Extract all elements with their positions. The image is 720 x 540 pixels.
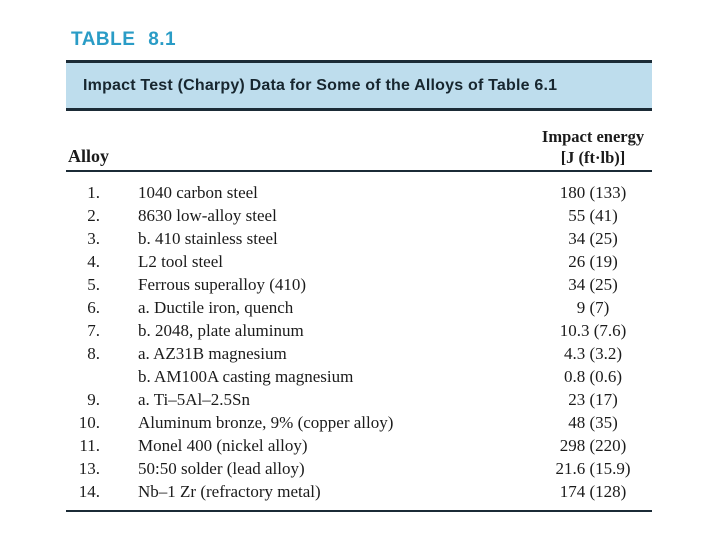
table-row: 11. Monel 400 (nickel alloy) 298 (220) <box>66 434 652 457</box>
table-row: 2. 8630 low-alloy steel 55 (41) <box>66 204 652 227</box>
alloy-name: 50:50 solder (lead alloy) <box>138 459 305 478</box>
impact-value: 55 (41) <box>568 206 618 225</box>
table-label: TABLE 8.1 <box>71 29 177 50</box>
column-header-impact-line1: Impact energy <box>541 127 645 146</box>
alloy-name: Ferrous superalloy (410) <box>138 275 307 294</box>
impact-value: 9 (7) <box>576 298 610 317</box>
table-row: 9. a. Ti–5Al–2.5Sn 23 (17) <box>66 388 652 411</box>
table-row: 1. 1040 carbon steel 180 (133) <box>66 181 652 204</box>
row-number: 8. <box>87 344 100 363</box>
column-header-impact: Impact energy [J (ft·lb)] <box>523 126 663 168</box>
row-number: 2. <box>87 206 100 225</box>
row-number: 13. <box>78 459 100 478</box>
table-caption-band: Impact Test (Charpy) Data for Some of th… <box>66 60 652 111</box>
table-row: 13. 50:50 solder (lead alloy) 21.6 (15.9… <box>66 457 652 480</box>
impact-value: 298 (220) <box>559 436 627 455</box>
alloy-name: a. Ti–5Al–2.5Sn <box>138 390 250 409</box>
alloy-name: b. 2048, plate aluminum <box>138 321 304 340</box>
alloy-name: Nb–1 Zr (refractory metal) <box>138 482 321 501</box>
alloy-name: a. Ductile iron, quench <box>138 298 294 317</box>
impact-value: 180 (133) <box>559 183 627 202</box>
impact-value: 0.8 (0.6) <box>563 367 623 386</box>
impact-value: 4.3 (3.2) <box>563 344 623 363</box>
table-row: 5. Ferrous superalloy (410) 34 (25) <box>66 273 652 296</box>
row-number: 5. <box>87 275 100 294</box>
impact-value: 26 (19) <box>568 252 618 271</box>
row-number: 4. <box>87 252 100 271</box>
impact-value: 174 (128) <box>559 482 627 501</box>
impact-value: 34 (25) <box>568 229 618 248</box>
alloy-name: L2 tool steel <box>138 252 223 271</box>
row-number: 1. <box>87 183 100 202</box>
row-number: 3. <box>87 229 100 248</box>
row-number: 6. <box>87 298 100 317</box>
alloy-name: Aluminum bronze, 9% (copper alloy) <box>138 413 394 432</box>
impact-value: 34 (25) <box>568 275 618 294</box>
table-row: 8. a. AZ31B magnesium 4.3 (3.2) <box>66 342 652 365</box>
table-row: 14. Nb–1 Zr (refractory metal) 174 (128) <box>66 480 652 503</box>
table-row: 4. L2 tool steel 26 (19) <box>66 250 652 273</box>
row-number: 9. <box>87 390 100 409</box>
table-row: 3. b. 410 stainless steel 34 (25) <box>66 227 652 250</box>
table-body: 1. 1040 carbon steel 180 (133) 2. 8630 l… <box>66 181 652 503</box>
row-number: 7. <box>87 321 100 340</box>
row-number: 11. <box>79 436 100 455</box>
row-number: 10. <box>78 413 100 432</box>
alloy-name: Monel 400 (nickel alloy) <box>138 436 308 455</box>
impact-value: 48 (35) <box>568 413 618 432</box>
column-header-alloy: Alloy <box>68 146 110 166</box>
alloy-name: b. AM100A casting magnesium <box>138 367 354 386</box>
bottom-rule <box>66 510 652 512</box>
table-caption: Impact Test (Charpy) Data for Some of th… <box>83 76 558 94</box>
alloy-name: b. 410 stainless steel <box>138 229 278 248</box>
alloy-name: a. AZ31B magnesium <box>138 344 287 363</box>
alloy-name: 1040 carbon steel <box>138 183 258 202</box>
row-number: 14. <box>78 482 100 501</box>
table-row: 10. Aluminum bronze, 9% (copper alloy) 4… <box>66 411 652 434</box>
impact-value: 10.3 (7.6) <box>559 321 627 340</box>
impact-value: 23 (17) <box>568 390 618 409</box>
table-row: 7. b. 2048, plate aluminum 10.3 (7.6) <box>66 319 652 342</box>
impact-value: 21.6 (15.9) <box>555 459 631 478</box>
header-rule <box>66 170 652 172</box>
alloy-name: 8630 low-alloy steel <box>138 206 277 225</box>
table-row: b. AM100A casting magnesium 0.8 (0.6) <box>66 365 652 388</box>
table-header: Alloy Impact energy [J (ft·lb)] <box>66 116 652 168</box>
table-row: 6. a. Ductile iron, quench 9 (7) <box>66 296 652 319</box>
column-header-impact-line2: [J (ft·lb)] <box>560 148 626 167</box>
